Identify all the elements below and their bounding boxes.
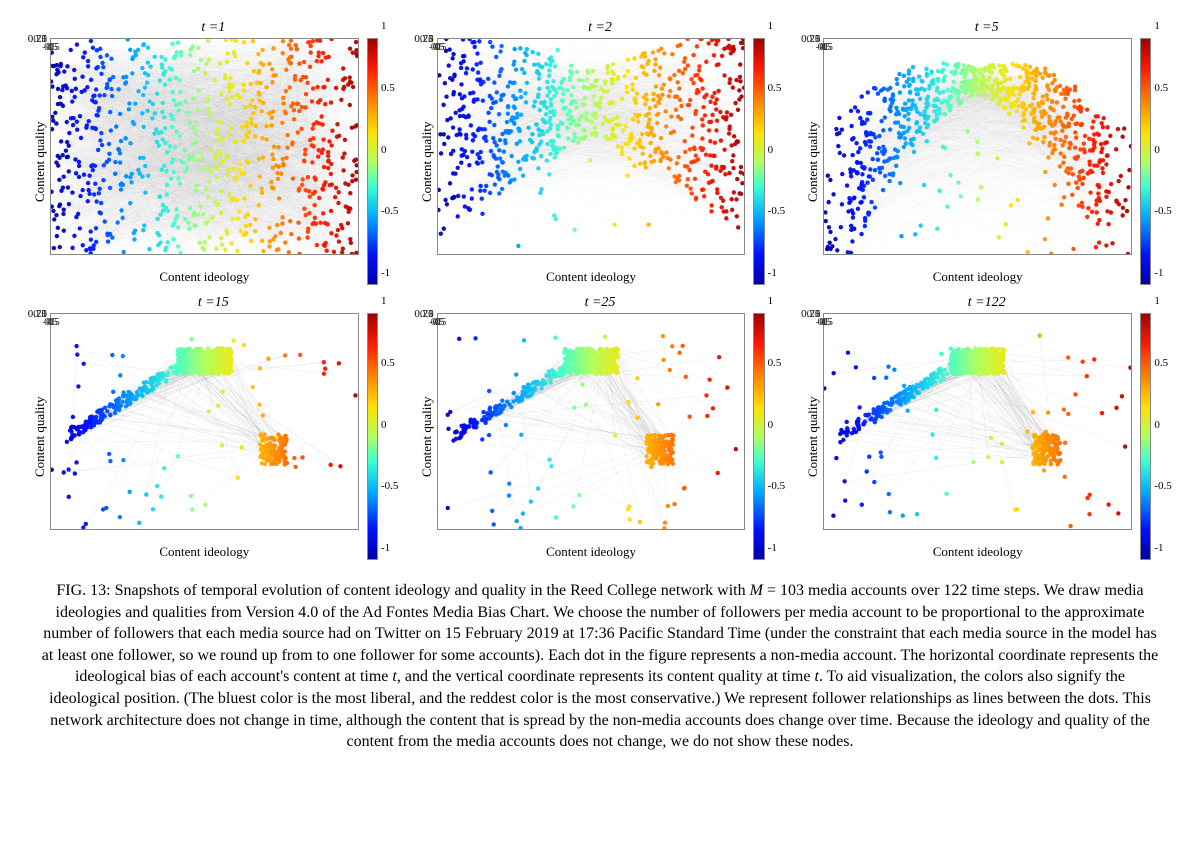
- panel-title: t =15: [30, 295, 397, 311]
- x-tick: 1: [822, 316, 828, 328]
- figure-caption: FIG. 13: Snapshots of temporal evolution…: [30, 580, 1170, 753]
- colorbar-tick: -0.5: [381, 205, 398, 217]
- panel-title: t =25: [417, 295, 784, 311]
- x-axis-label: Content ideology: [50, 269, 359, 285]
- colorbar-tick: 0.5: [381, 357, 395, 369]
- panel-title: t =122: [803, 295, 1170, 311]
- colorbar-tick: 0: [768, 144, 774, 156]
- panel-t15: t =15 Content quality 00.250.50.751 -1-0…: [30, 295, 397, 560]
- colorbar-tick: -1: [768, 267, 777, 279]
- colorbar-tick: -1: [768, 542, 777, 554]
- colorbar-tick: -0.5: [1154, 480, 1171, 492]
- colorbar-tick: 0: [381, 144, 387, 156]
- colorbar: -1-0.500.51: [359, 38, 397, 285]
- colorbar-tick: 0.5: [768, 357, 782, 369]
- colorbar-tick: 0.5: [1154, 357, 1168, 369]
- colorbar-tick: 1: [1154, 295, 1160, 307]
- colorbar-tick: 1: [768, 295, 774, 307]
- y-axis-label: Content quality: [417, 38, 437, 285]
- panel-t2: t =2 Content quality 00.250.50.751 -1-0.…: [417, 20, 784, 285]
- plot-area: 00.250.50.751 -1-0.500.51: [50, 38, 359, 255]
- y-axis-label: Content quality: [30, 38, 50, 285]
- y-axis-label: Content quality: [803, 38, 823, 285]
- colorbar-tick: 1: [1154, 20, 1160, 32]
- y-axis-label: Content quality: [803, 313, 823, 560]
- panel-grid: t =1 Content quality 00.250.50.751 -1-0.…: [30, 20, 1170, 560]
- x-axis-label: Content ideology: [437, 269, 746, 285]
- panel-t1: t =1 Content quality 00.250.50.751 -1-0.…: [30, 20, 397, 285]
- panel-title: t =5: [803, 20, 1170, 36]
- x-axis-label: Content ideology: [823, 269, 1132, 285]
- y-axis-label: Content quality: [417, 313, 437, 560]
- colorbar-tick: 0: [381, 419, 387, 431]
- x-axis-label: Content ideology: [823, 544, 1132, 560]
- colorbar-tick: 0: [1154, 144, 1160, 156]
- panel-t122: t =122 Content quality 00.250.50.751 -1-…: [803, 295, 1170, 560]
- colorbar-tick: -0.5: [768, 480, 785, 492]
- colorbar-tick: 1: [381, 295, 387, 307]
- colorbar-tick: 1: [768, 20, 774, 32]
- panel-t5: t =5 Content quality 00.250.50.751 -1-0.…: [803, 20, 1170, 285]
- x-tick: 1: [822, 41, 828, 53]
- colorbar-tick: -1: [1154, 267, 1163, 279]
- colorbar-tick: 0: [1154, 419, 1160, 431]
- x-axis-label: Content ideology: [437, 544, 746, 560]
- colorbar: -1-0.500.51: [1132, 313, 1170, 560]
- colorbar-tick: -1: [1154, 542, 1163, 554]
- colorbar-tick: 1: [381, 20, 387, 32]
- figure-number: FIG. 13:: [56, 582, 110, 599]
- panel-title: t =2: [417, 20, 784, 36]
- colorbar: -1-0.500.51: [359, 313, 397, 560]
- plot-area: 00.250.50.751 -1-0.500.51: [823, 38, 1132, 255]
- panel-title: t =1: [30, 20, 397, 36]
- colorbar-tick: -1: [381, 542, 390, 554]
- plot-area: 00.250.50.751 -1-0.500.51: [437, 313, 746, 530]
- colorbar-tick: 0: [768, 419, 774, 431]
- colorbar-tick: -0.5: [768, 205, 785, 217]
- y-axis-label: Content quality: [30, 313, 50, 560]
- colorbar-tick: -0.5: [381, 480, 398, 492]
- colorbar: -1-0.500.51: [745, 38, 783, 285]
- colorbar: -1-0.500.51: [1132, 38, 1170, 285]
- x-tick: 1: [435, 316, 441, 328]
- plot-area: 00.250.50.751 -1-0.500.51: [823, 313, 1132, 530]
- panel-t25: t =25 Content quality 00.250.50.751 -1-0…: [417, 295, 784, 560]
- x-axis-label: Content ideology: [50, 544, 359, 560]
- colorbar-tick: -0.5: [1154, 205, 1171, 217]
- x-tick: 1: [435, 41, 441, 53]
- x-tick: 1: [48, 41, 54, 53]
- colorbar-tick: 0.5: [1154, 82, 1168, 94]
- colorbar-tick: -1: [381, 267, 390, 279]
- plot-area: 00.250.50.751 -1-0.500.51: [437, 38, 746, 255]
- colorbar-tick: 0.5: [381, 82, 395, 94]
- colorbar: -1-0.500.51: [745, 313, 783, 560]
- colorbar-tick: 0.5: [768, 82, 782, 94]
- plot-area: 00.250.50.751 -1-0.500.51: [50, 313, 359, 530]
- x-tick: 1: [48, 316, 54, 328]
